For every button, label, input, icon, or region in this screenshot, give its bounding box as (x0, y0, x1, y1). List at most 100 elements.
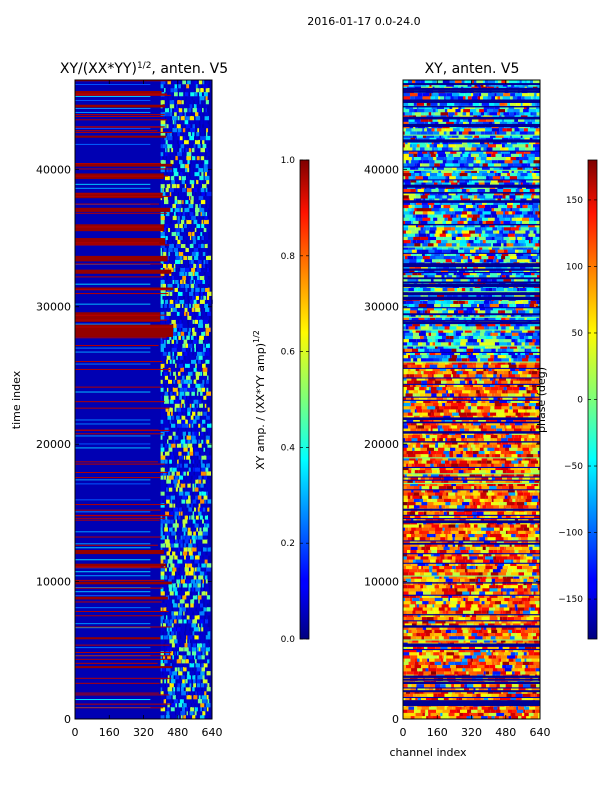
amplitude-cell (205, 591, 208, 596)
phase-cell (442, 527, 445, 531)
phase-cell (520, 552, 525, 557)
amplitude-saturated-line (75, 515, 173, 517)
phase-cell (514, 517, 519, 522)
phase-cell (513, 556, 521, 560)
amplitude-cell (168, 95, 173, 101)
phase-cell (407, 434, 413, 439)
phase-cell (509, 447, 518, 451)
amplitude-cell (181, 315, 187, 320)
amplitude-cell (160, 215, 165, 221)
amplitude-cell (188, 379, 193, 384)
phase-cell (475, 562, 480, 566)
amplitude-cell (160, 295, 163, 300)
phase-cell (403, 527, 406, 531)
amplitude-cell (162, 351, 167, 356)
phase-cell (403, 559, 410, 563)
amplitude-cell (160, 95, 163, 101)
phase-cell (504, 667, 512, 672)
amplitude-cell (194, 443, 197, 448)
phase-cell (531, 511, 537, 515)
amplitude-cell (167, 80, 171, 85)
amplitude-cell (195, 363, 197, 368)
phase-cell (483, 524, 487, 528)
amplitude-cell (205, 307, 210, 312)
amplitude-cell (183, 531, 186, 536)
amplitude-cell (177, 459, 179, 464)
amplitude-colorbar: 0.00.20.40.60.81.0 XY amp. / (XX*YY amp)… (252, 156, 310, 645)
phase-cell (506, 482, 509, 487)
phase-cell (452, 584, 455, 589)
phase-cell (509, 607, 513, 611)
amplitude-cell (160, 491, 162, 496)
amplitude-cell (168, 447, 173, 452)
phase-cell (520, 524, 528, 528)
phase-cell (509, 645, 517, 650)
phase-cell (515, 533, 520, 538)
amplitude-cell (167, 171, 173, 177)
phase-cell (488, 498, 492, 503)
amplitude-cell (196, 651, 202, 656)
phase-cell (463, 632, 472, 637)
phase-cell (486, 441, 490, 445)
amplitude-cell (187, 439, 191, 444)
phase-cell (403, 588, 410, 592)
phase-cell (482, 444, 486, 448)
phase-cell (535, 536, 539, 541)
phase-cell (491, 552, 495, 557)
phase-cell (425, 639, 432, 643)
phase-cell (502, 645, 510, 650)
amplitude-cell (162, 515, 165, 520)
phase-cell (437, 482, 444, 487)
phase-cell (421, 533, 427, 538)
amplitude-cell (172, 603, 178, 608)
amplitude-cell (205, 655, 209, 660)
amplitude-cell (200, 411, 203, 416)
phase-cell (433, 501, 442, 506)
phase-cell (532, 568, 540, 573)
phase-cell (455, 626, 462, 630)
phase-cell (437, 693, 445, 697)
amplitude-cell (170, 511, 174, 516)
amplitude-cell (190, 579, 196, 584)
phase-cell (414, 536, 420, 541)
phase-cell (480, 434, 484, 439)
phase-cell (442, 495, 448, 499)
phase-cell (509, 498, 513, 503)
phase-cell (463, 597, 466, 602)
amplitude-saturated-line (75, 361, 163, 363)
phase-cell (512, 619, 521, 624)
phase-cell (502, 664, 507, 669)
phase-cell (501, 405, 510, 410)
amplitude-cell (187, 547, 192, 552)
phase-cell (499, 527, 503, 531)
phase-cell (526, 418, 533, 423)
phase-cell (425, 402, 433, 407)
phase-cell (405, 664, 412, 669)
phase-cell (481, 463, 488, 467)
phase-cell (510, 495, 517, 499)
amplitude-cell (200, 683, 205, 688)
phase-cell (446, 511, 450, 515)
amplitude-cell (194, 567, 197, 572)
amplitude-cell (160, 80, 166, 85)
amplitude-cell (204, 159, 209, 165)
phase-cell (452, 578, 459, 582)
phase-cell (518, 706, 525, 710)
amplitude-cell (163, 635, 169, 640)
phase-cell (431, 396, 437, 400)
phase-cell (413, 671, 419, 675)
amplitude-cell (171, 331, 177, 336)
amplitude-cell (165, 515, 168, 520)
amplitude-cell (165, 555, 168, 560)
phase-cell (403, 632, 408, 637)
phase-cell (445, 616, 449, 621)
phase-cell (412, 639, 419, 643)
amplitude-cell (171, 415, 175, 420)
phase-cell (462, 444, 468, 448)
amplitude-cell (207, 499, 212, 504)
amplitude-cell (183, 395, 186, 400)
amplitude-cell (169, 271, 172, 276)
phase-cell (473, 667, 482, 672)
amplitude-cell (172, 295, 177, 300)
amplitude-cell (180, 687, 184, 692)
